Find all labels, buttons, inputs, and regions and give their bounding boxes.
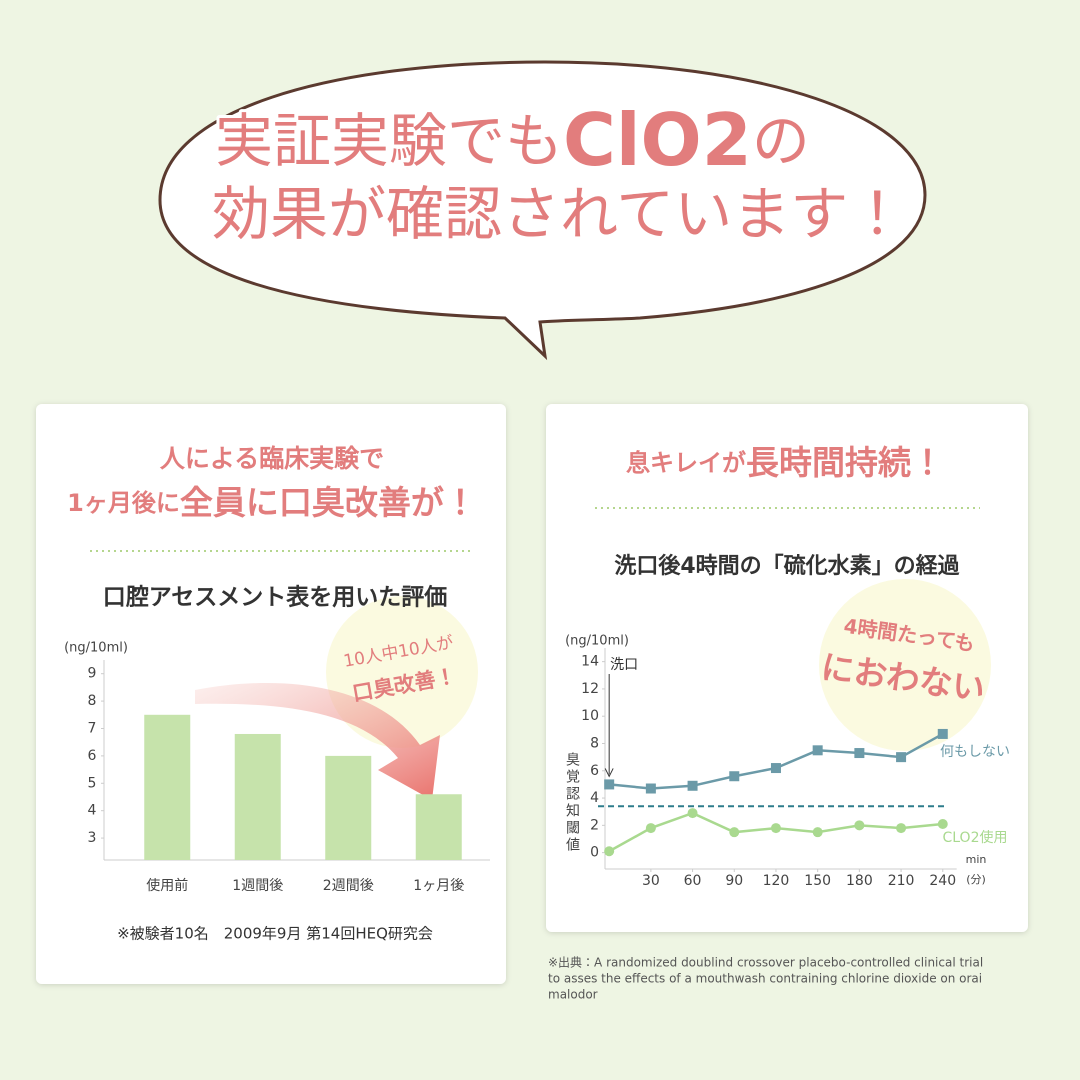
point (687, 780, 698, 791)
y-tick-label: 9 (88, 666, 97, 682)
right-headline: 息キレイが長時間持続！ (626, 443, 944, 482)
x-tick-label: 150 (804, 873, 831, 889)
source-note: malodor (548, 988, 598, 1002)
y-unit: (ng/10ml) (565, 634, 629, 649)
y-tick-label: 2 (590, 817, 599, 833)
y-tick-label: 8 (88, 693, 97, 709)
x-unit: min (966, 853, 987, 866)
y-tick-label: 3 (88, 830, 97, 846)
point (937, 728, 948, 739)
point (854, 820, 865, 831)
x-tick-label: 30 (642, 873, 660, 889)
x-tick-label: 120 (763, 873, 790, 889)
bar (234, 733, 281, 860)
y-tick-label: 0 (590, 845, 599, 861)
wash-label: 洗口 (610, 657, 638, 673)
x-tick-label: 240 (929, 873, 956, 889)
y-tick-label: 7 (88, 720, 97, 736)
point (896, 823, 907, 834)
chart-note: ※被験者10名 2009年9月 第14回HEQ研究会 (117, 925, 433, 943)
series-label: CLO2使用 (942, 829, 1007, 846)
source-note: ※出典：A randomized doublind crossover plac… (548, 956, 983, 970)
series-label: 何もしない (940, 744, 1010, 760)
y-tick-label: 5 (88, 775, 97, 791)
y-tick-label: 4 (590, 790, 599, 806)
y-tick-label: 14 (581, 654, 599, 670)
point (770, 823, 781, 834)
left-headline1: 人による臨床実験で (159, 444, 384, 473)
y-tick-label: 6 (88, 748, 97, 764)
y-tick-label: 4 (88, 803, 97, 819)
point (729, 771, 740, 782)
y-label: 臭覚認知閾値 (564, 752, 580, 854)
speech-bubble (158, 60, 927, 361)
header-line2: 効果が確認されています！ (212, 180, 906, 248)
point (645, 783, 656, 794)
bar (144, 714, 191, 860)
x-tick-label: 1週間後 (232, 878, 283, 894)
header-line1: 実証実験でもClO2の (215, 98, 810, 182)
header-highlight: ClO2 (563, 98, 752, 182)
point (896, 752, 907, 763)
x-unit-note: (分) (966, 873, 986, 886)
wash-arrowhead (604, 768, 614, 778)
point (937, 818, 948, 829)
headline-text: 息キレイが (626, 449, 746, 477)
trend-arrow (195, 682, 440, 800)
headline-strong: 長時間持続！ (746, 443, 944, 482)
point (770, 763, 781, 774)
x-tick-label: 1ヶ月後 (413, 878, 464, 894)
point (604, 846, 615, 857)
y-tick-label: 12 (581, 681, 599, 697)
callout-bubble (819, 579, 991, 751)
header-text: 実証実験でも (215, 107, 563, 175)
right-panel (546, 404, 1028, 932)
point (729, 827, 740, 838)
y-tick-label: 6 (590, 763, 599, 779)
y-tick-label: 8 (590, 735, 599, 751)
point (812, 745, 823, 756)
point (645, 823, 656, 834)
x-tick-label: 使用前 (146, 877, 188, 894)
point (812, 827, 823, 838)
point (854, 748, 865, 759)
header-text: の (752, 107, 810, 175)
y-tick-label: 10 (581, 708, 599, 724)
headline-strong: 全員に口臭改善が！ (180, 483, 477, 522)
point (604, 779, 615, 790)
x-tick-label: 90 (725, 873, 743, 889)
bar (325, 755, 372, 860)
bar (415, 794, 462, 860)
point (687, 808, 698, 819)
x-tick-label: 210 (888, 873, 915, 889)
chart-title: 洗口後4時間の「硫化水素」の経過 (614, 553, 959, 579)
x-tick-label: 60 (684, 873, 702, 889)
x-tick-label: 2週間後 (323, 878, 374, 894)
left-headline2: 1ヶ月後に全員に口臭改善が！ (67, 483, 477, 522)
x-tick-label: 180 (846, 873, 873, 889)
source-note: to asses the effects of a mouthwash cont… (548, 972, 982, 986)
y-unit: (ng/10ml) (64, 641, 128, 656)
chart-title: 口腔アセスメント表を用いた評価 (103, 584, 448, 611)
headline-text: 1ヶ月後に (67, 489, 180, 517)
